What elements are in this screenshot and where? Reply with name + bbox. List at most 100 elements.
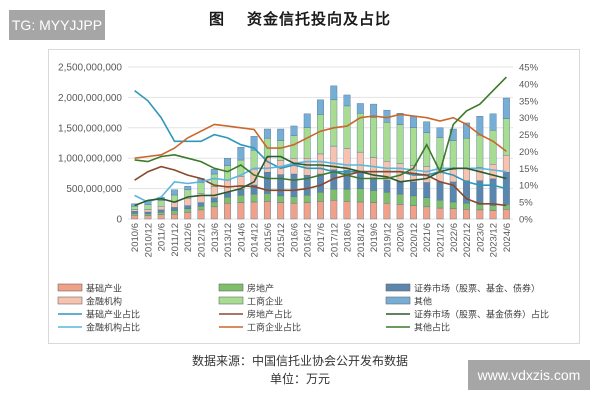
bar-segment-other xyxy=(463,122,470,139)
bar-segment-securities xyxy=(409,181,417,197)
bar-segment-infra xyxy=(463,209,470,220)
x-tick-label: 2019/6 xyxy=(369,223,380,252)
figure-label: 图 xyxy=(208,10,225,28)
bar-segment-other xyxy=(356,103,364,114)
bar-segment-securities xyxy=(197,202,205,207)
x-tick-label: 2023/6 xyxy=(475,223,486,252)
bar-segment-realestate xyxy=(343,189,351,202)
legend-label: 证券市场（股票、基金债券）占比 xyxy=(414,309,549,320)
x-tick-label: 2014/12 xyxy=(250,223,261,257)
bar-segment-infra xyxy=(396,204,404,220)
x-tick-label: 2024/6 xyxy=(502,223,513,252)
legend-swatch xyxy=(385,283,411,292)
x-tick-label: 2020/6 xyxy=(396,223,407,252)
bar-segment-industry xyxy=(449,140,457,170)
y-tick-left: 500,000,000 xyxy=(66,184,122,195)
bar-segment-other xyxy=(396,113,404,125)
legend-item-infra_ratio: 基础产业占比 xyxy=(58,309,140,320)
bar-segment-industry xyxy=(224,165,232,181)
bar-segment-infra xyxy=(157,214,165,220)
bar-segment-finance xyxy=(290,158,298,175)
line-finance_ratio xyxy=(134,160,507,203)
bar-segment-infra xyxy=(224,202,232,220)
x-tick-label: 2015/12 xyxy=(276,223,287,257)
watermark-bottom-right: www.vdxzis.com xyxy=(468,360,590,390)
bar-segment-industry xyxy=(409,127,417,166)
x-tick-label: 2018/6 xyxy=(343,223,354,252)
bar-segment-finance xyxy=(356,151,364,173)
x-tick-label: 2012/6 xyxy=(183,223,194,252)
legend-label: 基础产业 xyxy=(86,283,122,294)
x-tick-label: 2022/12 xyxy=(462,223,473,257)
bar-segment-finance xyxy=(144,209,152,213)
bar-segment-other xyxy=(423,121,431,133)
legend-item-other: 其他 xyxy=(385,296,432,307)
legend-swatch xyxy=(218,296,244,305)
bar-segment-infra xyxy=(197,209,205,220)
x-tick-label: 2017/12 xyxy=(329,223,340,257)
bar-segment-industry xyxy=(250,150,258,170)
bar-segment-industry xyxy=(317,114,324,155)
bar-segment-infra xyxy=(303,202,311,220)
y-tick-right: 35% xyxy=(519,96,539,107)
legend-label: 工商企业占比 xyxy=(247,322,301,333)
bar-segment-other xyxy=(343,94,351,107)
bar-segment-infra xyxy=(370,202,378,220)
bar-segment-infra xyxy=(476,209,484,220)
bar-segment-industry xyxy=(131,206,139,210)
watermark-top-left: TG: MYYJJPP xyxy=(9,10,105,40)
bar-segment-realestate xyxy=(210,201,218,208)
y-tick-right: 30% xyxy=(519,113,539,124)
bar-segment-securities xyxy=(370,177,378,191)
bar-segment-infra xyxy=(436,207,444,220)
line-infra_ratio xyxy=(134,89,507,190)
x-tick-label: 2014/6 xyxy=(236,223,247,252)
bar-segment-securities xyxy=(489,178,497,206)
x-tick-label: 2013/6 xyxy=(210,223,221,252)
bar-segment-realestate xyxy=(290,196,298,204)
bar-segment-securities xyxy=(383,179,391,193)
x-axis: 2010/6 2010/12 2011/6 2011/12 2012/6 2012/12 2… xyxy=(130,223,513,257)
bar-segment-other xyxy=(263,128,271,139)
x-tick-label: 2011/12 xyxy=(170,223,181,257)
y-tick-left: 1,000,000,000 xyxy=(58,154,122,165)
line-other_ratio xyxy=(134,76,507,182)
bar-segment-realestate xyxy=(409,195,417,206)
bar-segment-infra xyxy=(317,201,324,220)
bar-segment-finance xyxy=(131,209,139,212)
bar-segment-infra xyxy=(184,212,192,220)
y-tick-right: 20% xyxy=(519,147,539,158)
legend-item-infra: 基础产业 xyxy=(57,283,122,294)
bar-segment-industry xyxy=(396,124,404,164)
bar-segment-realestate xyxy=(449,201,457,209)
bar-segment-other xyxy=(290,125,298,136)
legend-item-finance: 金融机构 xyxy=(57,296,122,307)
y-tick-right: 5% xyxy=(519,198,533,209)
bar-segment-securities xyxy=(436,181,444,201)
bar-segment-securities xyxy=(184,205,192,209)
x-tick-label: 2018/12 xyxy=(356,223,367,257)
bar-segment-industry xyxy=(370,117,378,158)
legend-swatch xyxy=(57,283,83,292)
x-tick-label: 2017/6 xyxy=(316,223,327,252)
bar-segment-other xyxy=(436,127,444,138)
legend-item-securities_ratio: 证券市场（股票、基金债券）占比 xyxy=(386,309,549,320)
bar-segment-other xyxy=(383,109,391,123)
bar-segment-realestate xyxy=(277,195,285,203)
bar-segment-securities xyxy=(131,211,139,214)
bar-segment-other xyxy=(210,168,218,175)
x-tick-label: 2021/6 xyxy=(422,223,433,252)
bar-segment-realestate xyxy=(383,192,391,204)
x-tick-label: 2021/12 xyxy=(435,223,446,257)
y-tick-left: 0 xyxy=(116,215,122,226)
bar-segment-securities xyxy=(356,172,364,189)
bar-segment-realestate xyxy=(489,205,497,211)
bar-segment-industry xyxy=(383,122,391,162)
bar-segment-industry xyxy=(144,204,152,210)
x-tick-label: 2015/6 xyxy=(263,223,274,252)
legend-label: 其他 xyxy=(414,296,432,307)
bar-segment-finance xyxy=(157,206,165,211)
bar-segment-infra xyxy=(423,206,431,220)
y-tick-right: 10% xyxy=(519,181,539,192)
bar-segment-infra xyxy=(263,201,271,220)
